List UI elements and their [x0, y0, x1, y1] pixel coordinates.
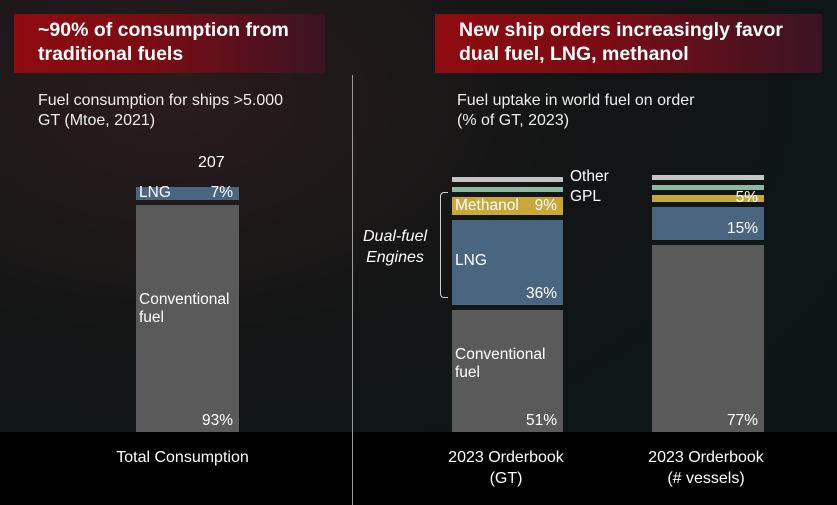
left-header: ~90% of consumption from traditional fue…: [14, 14, 325, 73]
category-label-line: (# vessels): [667, 470, 745, 487]
dual-fuel-label-line: Engines: [366, 249, 424, 266]
legend-other: Other: [570, 168, 609, 185]
bar-segment-other: [652, 174, 764, 180]
bar-segment-lng: LNG 7%: [136, 184, 239, 202]
segment-name: LNG: [455, 251, 487, 269]
left-subtitle: Fuel consumption for ships >5.000 GT (Mt…: [38, 91, 283, 131]
bar-segment-gpl: [652, 184, 764, 190]
bar-segment-other: [452, 177, 563, 182]
dual-fuel-label-line: Dual-fuel: [362, 228, 428, 245]
right-subtitle: Fuel uptake in world fuel on order (% of…: [457, 91, 694, 131]
left-subtitle-line: GT (Mtoe, 2021): [38, 112, 156, 129]
legend-gpl: GPL: [570, 188, 602, 205]
category-label: Total Consumption: [116, 449, 249, 466]
bar-segment-conventional: Conventional fuel 93%: [136, 204, 239, 432]
bar-segment-lng: 15%: [652, 207, 764, 240]
dual-fuel-bracket: [440, 192, 448, 298]
dual-fuel-label: Dual-fuel Engines: [356, 226, 434, 268]
segment-value: 9%: [534, 196, 557, 214]
segment-value: 51%: [525, 412, 557, 429]
category-label-line: 2023 Orderbook: [648, 449, 764, 466]
segment-name: Methanol: [455, 196, 519, 214]
right-subtitle-line: Fuel uptake in world fuel on order: [457, 92, 695, 109]
bar-segment-methanol: Methanol 9%: [452, 197, 563, 215]
segment-name: Conventional fuel: [139, 290, 230, 326]
category-label-line: 2023 Orderbook: [448, 449, 564, 466]
category-label: 2023 Orderbook (GT): [420, 447, 592, 489]
segment-value: 77%: [726, 412, 758, 429]
bar-segment-lng: LNG 36%: [452, 219, 563, 305]
total-label: 207: [198, 154, 225, 171]
segment-value: 15%: [726, 219, 758, 237]
bar-segment-methanol: 5%: [652, 189, 764, 206]
bar-segment-conventional: 77%: [652, 244, 764, 432]
right-subtitle-line: (% of GT, 2023): [457, 112, 570, 129]
divider: [352, 75, 353, 505]
category-band: [0, 432, 837, 505]
segment-name: Conventional fuel: [455, 345, 546, 381]
segment-value: 36%: [525, 284, 557, 302]
right-header: New ship orders increasingly favor dual …: [435, 14, 822, 73]
left-subtitle-line: Fuel consumption for ships >5.000: [38, 92, 284, 109]
category-label: 2023 Orderbook (# vessels): [620, 447, 792, 489]
bar-segment-gpl: [452, 187, 563, 192]
bar-segment-conventional: Conventional fuel 51%: [452, 309, 563, 432]
segment-value: 93%: [201, 412, 233, 429]
category-label-line: (GT): [489, 470, 523, 487]
segment-name: LNG: [139, 184, 171, 202]
segment-value: 5%: [735, 189, 758, 207]
segment-value: 7%: [210, 184, 233, 202]
